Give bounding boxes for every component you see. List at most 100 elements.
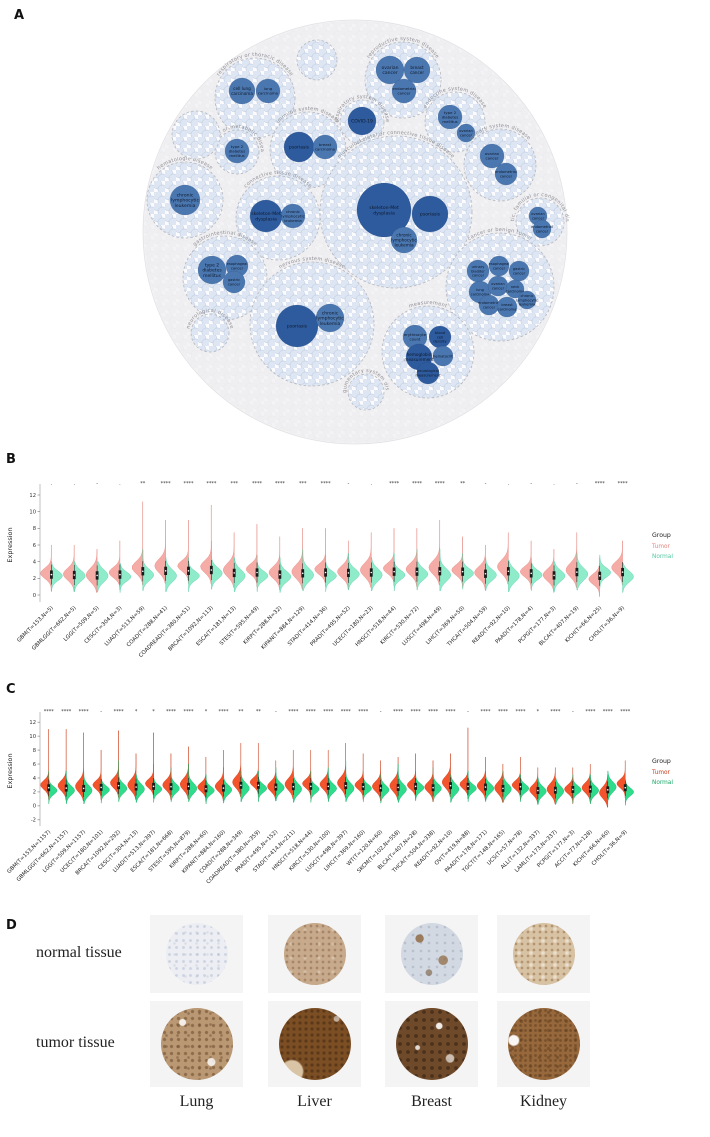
significance-marker: *	[152, 709, 155, 715]
y-tick-label: 2	[33, 790, 36, 796]
median-dot	[507, 570, 510, 573]
bubble-label: ovarian cancer	[491, 282, 504, 290]
median-dot	[275, 786, 277, 788]
median-dot	[257, 784, 260, 787]
median-dot	[576, 571, 578, 573]
cluster-outline	[515, 197, 565, 247]
violin-half	[205, 774, 215, 805]
ihc-circle-tumor-kidney	[507, 1008, 580, 1080]
median-dot	[256, 571, 258, 574]
y-tick-label: 10	[29, 734, 36, 740]
median-dot	[210, 569, 213, 571]
median-dot	[347, 572, 350, 574]
median-dot	[152, 785, 155, 788]
bubble-label: psoriasis	[289, 145, 310, 151]
x-category-label: HNSC(T=518,N=44)	[355, 605, 398, 648]
violin-half	[135, 774, 145, 803]
x-category-label: LIHC(T=369,N=50)	[425, 605, 466, 646]
violin-half	[345, 760, 355, 802]
median-dot	[461, 570, 464, 573]
violin-half	[96, 561, 109, 592]
x-category-label: THCA(T=504,N=59)	[446, 605, 489, 648]
x-category-label: BLCA(T=407,N=19)	[538, 605, 580, 647]
bubble-label: lung carcinoma	[471, 288, 490, 296]
col-label-liver: Liver	[297, 1093, 332, 1110]
row-label-normal-tissue: normal tissue	[36, 944, 122, 961]
panel-b-label: B	[6, 452, 16, 467]
x-category-label: BRCA(T=1092,N=113)	[167, 605, 214, 652]
significance-marker: ****	[393, 709, 404, 715]
median-dot	[50, 573, 53, 576]
violin-half	[599, 774, 608, 808]
col-label-kidney: Kidney	[519, 1093, 568, 1110]
ihc-circle-normal-lung	[165, 923, 228, 985]
tissue-image-normal-breast	[385, 915, 478, 993]
bubble-label: endometrial cancer	[478, 301, 500, 309]
significance-marker: ****	[114, 709, 125, 715]
cluster-texture	[215, 58, 295, 138]
violin-half	[223, 532, 235, 588]
violin-half	[546, 767, 556, 805]
significance-marker: ****	[321, 481, 332, 487]
violin-half	[432, 767, 442, 802]
tissue-image-tumor-breast	[385, 1001, 478, 1087]
violin-half	[279, 557, 292, 593]
bubble-label: chronic lymphocytic leukemia	[316, 310, 344, 326]
violin-half	[625, 781, 634, 806]
disease-bubble	[437, 104, 463, 130]
violin-half	[555, 777, 564, 805]
significance-marker: -	[380, 709, 382, 715]
bubble-label: breast cancer	[410, 65, 424, 75]
cluster-texture	[191, 314, 229, 352]
median-dot	[82, 787, 85, 790]
x-category-label: GBMLGG(T=662,N=5)	[31, 605, 78, 652]
violin-half	[40, 544, 52, 592]
median-dot	[537, 789, 539, 792]
cluster-outline	[347, 373, 385, 411]
x-category-label: UCEC(T=180,N=23)	[332, 605, 375, 648]
significance-marker: -	[348, 481, 350, 487]
bubble-label: chronic lymphocytic leukemia	[171, 192, 199, 209]
violin-half	[520, 540, 532, 590]
violin-half	[450, 774, 460, 803]
ihc-circle-normal-kidney	[512, 923, 575, 985]
significance-marker: ****	[184, 709, 195, 715]
significance-marker: *	[537, 709, 540, 715]
legend-normal: Normal	[652, 780, 673, 786]
disease-bubble	[456, 123, 476, 143]
violin-half	[442, 753, 451, 797]
violin-half	[372, 760, 381, 802]
violin-half	[188, 763, 198, 802]
significance-marker: **	[238, 709, 244, 715]
bubble-label: psoriasis	[287, 324, 308, 330]
median-dot	[370, 571, 373, 574]
median-dot	[73, 574, 76, 576]
violin-half	[337, 540, 349, 590]
significance-marker: .	[119, 481, 121, 487]
disease-bubble	[432, 345, 454, 367]
significance-marker: ****	[323, 709, 334, 715]
x-category-label: KIRP(T=288,N=32)	[243, 605, 284, 646]
y-tick-label: 2	[33, 576, 36, 582]
significance-marker: ****	[161, 481, 172, 487]
median-dot	[598, 575, 601, 577]
ihc-circle-normal-liver	[283, 923, 346, 985]
significance-marker: ****	[389, 481, 400, 487]
y-tick-label: 4	[33, 776, 37, 782]
significance-marker: ****	[166, 709, 177, 715]
y-tick-label: 12	[29, 720, 36, 726]
median-dot	[100, 786, 102, 789]
median-dot	[467, 785, 469, 788]
significance-marker: ****	[550, 709, 561, 715]
significance-marker: .	[73, 481, 75, 487]
violin-half	[407, 753, 416, 800]
cluster-outline	[190, 313, 230, 353]
cluster-outline	[146, 161, 224, 239]
violin-half	[325, 554, 337, 592]
cluster-outline	[214, 129, 260, 175]
violin-half	[494, 763, 504, 803]
y-tick-label: 6	[33, 543, 36, 549]
violin-half	[553, 561, 566, 592]
legend-title: Group	[652, 532, 671, 539]
